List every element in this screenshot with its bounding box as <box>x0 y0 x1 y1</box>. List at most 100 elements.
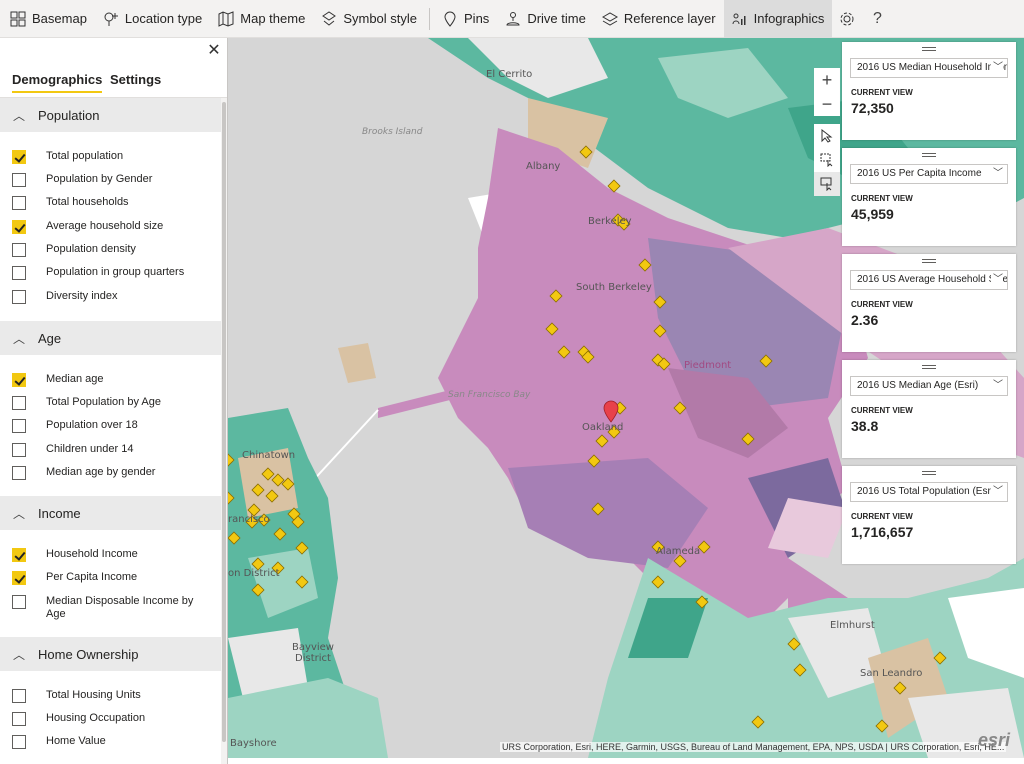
chevron-up-icon: ︿ <box>12 108 25 123</box>
checkbox[interactable] <box>12 150 26 164</box>
symbol-style-button[interactable]: Symbol style <box>313 0 425 38</box>
checkbox[interactable] <box>12 595 26 609</box>
drag-handle-icon[interactable] <box>922 47 936 51</box>
basemap-button[interactable]: Basemap <box>0 0 95 38</box>
checkbox[interactable] <box>12 173 26 187</box>
help-icon: ? <box>872 9 882 27</box>
drive-time-icon <box>506 11 520 25</box>
checkbox-item[interactable]: Median age by gender <box>12 466 212 480</box>
checkbox-item[interactable]: Diversity index <box>12 290 212 304</box>
card-caption: CURRENT VIEW <box>851 194 913 203</box>
checkbox-label: Total households <box>46 196 129 208</box>
panel-scrollbar[interactable] <box>221 98 227 764</box>
reference-layer-label: Reference layer <box>623 11 716 26</box>
checkbox[interactable] <box>12 290 26 304</box>
chevron-up-icon: ︿ <box>12 647 25 662</box>
checkbox[interactable] <box>12 571 26 585</box>
map-label: rancisco <box>228 514 270 525</box>
section-income-header[interactable]: ︿ Income <box>0 496 222 530</box>
section-home-ownership-header[interactable]: ︿ Home Ownership <box>0 637 222 671</box>
card-caption: CURRENT VIEW <box>851 406 913 415</box>
checkbox-item[interactable]: Population by Gender <box>12 173 212 187</box>
checkbox[interactable] <box>12 443 26 457</box>
checkbox-item[interactable]: Total Population by Age <box>12 396 212 410</box>
checkbox-item[interactable]: Household Income <box>12 548 212 562</box>
checkbox[interactable] <box>12 243 26 257</box>
variable-select[interactable]: 2016 US Average Household Size ﹀ <box>850 270 1008 290</box>
checkbox-item[interactable]: Population in group quarters <box>12 266 212 280</box>
map-theme-icon <box>218 10 234 27</box>
map-label: Bayview District <box>292 642 334 664</box>
checkbox[interactable] <box>12 373 26 387</box>
drag-handle-icon[interactable] <box>922 471 936 475</box>
drag-handle-icon[interactable] <box>922 365 936 369</box>
help-button[interactable]: ? <box>862 0 892 38</box>
reference-layer-button[interactable]: Reference layer <box>594 0 724 38</box>
checkbox-label: Median Disposable Income by Age <box>46 595 194 620</box>
checkbox-item[interactable]: Average household size <box>12 220 212 234</box>
esri-logo: esri <box>978 730 1011 750</box>
checkbox[interactable] <box>12 735 26 749</box>
checkbox-item[interactable]: Total Housing Units <box>12 689 212 703</box>
map-label: South Berkeley <box>576 282 652 293</box>
checkbox[interactable] <box>12 712 26 726</box>
checkbox[interactable] <box>12 266 26 280</box>
zoom-out-button[interactable]: − <box>814 92 840 116</box>
variable-select[interactable]: 2016 US Median Household Income ﹀ <box>850 58 1008 78</box>
checkbox[interactable] <box>12 466 26 480</box>
checkbox[interactable] <box>12 548 26 562</box>
variable-select[interactable]: 2016 US Total Population (Esri) ﹀ <box>850 482 1008 502</box>
pins-button[interactable]: Pins <box>434 0 497 38</box>
drive-time-button[interactable]: Drive time <box>497 0 594 38</box>
checkbox-item[interactable]: Total population <box>12 150 212 164</box>
infographics-button[interactable]: Infographics <box>723 0 833 38</box>
card-value: 1,716,657 <box>851 524 914 540</box>
rectangle-select-icon <box>820 153 833 167</box>
map-label: Brooks Island <box>362 127 423 137</box>
checkbox-label: Population by Gender <box>46 173 153 185</box>
zoom-in-button[interactable]: + <box>814 68 840 92</box>
map-label: San Leandro <box>860 668 923 679</box>
checkbox-item[interactable]: Housing Occupation <box>12 712 212 726</box>
checkbox-label: Population density <box>46 243 136 255</box>
checkbox-label: Diversity index <box>46 290 118 302</box>
select-pointer-button[interactable] <box>814 124 840 148</box>
close-icon[interactable]: ✕ <box>207 42 221 59</box>
card-caption: CURRENT VIEW <box>851 88 913 97</box>
checkbox-item[interactable]: Home Value <box>12 735 212 749</box>
checkbox-item[interactable]: Median age <box>12 373 212 387</box>
map-label: on District <box>228 568 280 579</box>
checkbox-item[interactable]: Median Disposable Income by Age <box>12 595 212 621</box>
checkbox[interactable] <box>12 419 26 433</box>
checkbox-item[interactable]: Total households <box>12 196 212 210</box>
variable-select[interactable]: 2016 US Median Age (Esri) ﹀ <box>850 376 1008 396</box>
drag-handle-icon[interactable] <box>922 259 936 263</box>
section-age-header[interactable]: ︿ Age <box>0 321 222 355</box>
card-value: 2.36 <box>851 312 879 328</box>
section-population-header[interactable]: ︿ Population <box>0 98 222 132</box>
checkbox-item[interactable]: Per Capita Income <box>12 571 212 585</box>
select-value: 2016 US Total Population (Esri) <box>857 486 997 497</box>
layers-icon <box>601 11 618 26</box>
checkbox[interactable] <box>12 396 26 410</box>
rectangle-select-button[interactable] <box>814 148 840 172</box>
scroll-thumb[interactable] <box>222 102 226 742</box>
tab-demographics[interactable]: Demographics <box>12 72 103 93</box>
drag-handle-icon[interactable] <box>922 153 936 157</box>
location-type-button[interactable]: Location type <box>95 0 210 38</box>
checkbox-item[interactable]: Children under 14 <box>12 443 212 457</box>
checkbox[interactable] <box>12 220 26 234</box>
tab-settings[interactable]: Settings <box>110 72 162 87</box>
variable-select[interactable]: 2016 US Per Capita Income ﹀ <box>850 164 1008 184</box>
card-value: 45,959 <box>851 206 894 222</box>
checkbox-item[interactable]: Population density <box>12 243 212 257</box>
map-theme-button[interactable]: Map theme <box>210 0 313 38</box>
settings-gear-button[interactable] <box>832 0 862 38</box>
select-value: 2016 US Median Age (Esri) <box>857 380 979 391</box>
checkbox-label: Total population <box>46 150 124 162</box>
checkbox[interactable] <box>12 196 26 210</box>
checkbox-item[interactable]: Population over 18 <box>12 419 212 433</box>
checkbox[interactable] <box>12 689 26 703</box>
reference-select-button[interactable] <box>814 172 840 196</box>
